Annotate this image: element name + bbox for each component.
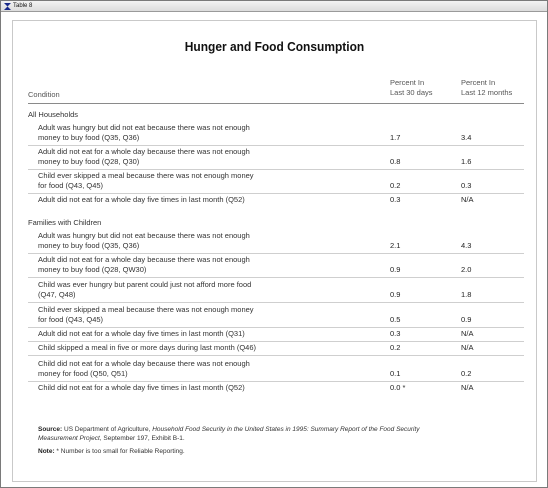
row-condition-line: money to buy food (Q28, QW30) [38, 265, 147, 274]
row-condition: Child was ever hungry but parent could j… [38, 280, 373, 300]
table-document: Hunger and Food Consumption Condition Pe… [12, 20, 537, 482]
value-12-months: 4.3 [461, 241, 472, 250]
window-title: Table 8 [13, 3, 33, 9]
row-condition: Adult was hungry but did not eat because… [38, 123, 373, 143]
row-condition: Child did not eat for a whole day becaus… [38, 359, 373, 379]
row-condition: Adult was hungry but did not eat because… [38, 231, 373, 251]
value-12-months: N/A [461, 343, 474, 352]
row-condition-line: Child did not eat for a whole day five t… [38, 383, 245, 392]
row-condition: Adult did not eat for a whole day five t… [38, 329, 373, 339]
value-12-months: 0.2 [461, 369, 472, 378]
row-condition-line: for food (Q43, Q45) [38, 315, 104, 324]
row-divider [28, 169, 524, 170]
source-prefix: US Department of Agriculture, [64, 426, 151, 433]
row-condition-line: Adult did not eat for a whole day five t… [38, 329, 245, 338]
column-header-12-months: Percent In Last 12 months [461, 78, 512, 98]
row-condition-line: Child was ever hungry but parent could j… [38, 280, 252, 289]
section-heading-families-with-children: Families with Children [28, 218, 102, 227]
title-bar[interactable]: Table 8 [1, 1, 547, 12]
column-header-30-days-line1: Percent In [390, 78, 425, 87]
value-12-months: 2.0 [461, 265, 472, 274]
row-condition: Child did not eat for a whole day five t… [38, 383, 373, 393]
row-condition-line: money to buy food (Q28, Q30) [38, 157, 140, 166]
row-condition: Child skipped a meal in five or more day… [38, 343, 373, 353]
row-divider [28, 327, 524, 328]
table-title: Hunger and Food Consumption [184, 39, 365, 54]
row-condition-line: Child skipped a meal in five or more day… [38, 343, 257, 352]
value-30-days: 0.2 [390, 343, 401, 352]
value-12-months: 1.8 [461, 290, 472, 299]
row-divider [28, 145, 524, 146]
row-condition-line: Adult did not eat for a whole day becaus… [38, 255, 250, 264]
row-divider [28, 302, 524, 303]
row-condition-line: for food (Q43, Q45) [38, 181, 104, 190]
value-12-months: N/A [461, 195, 474, 204]
value-12-months: N/A [461, 383, 474, 392]
row-condition: Adult did not eat for a whole day becaus… [38, 147, 373, 167]
source-title: Household Food Security in the United St… [38, 426, 420, 442]
row-condition: Adult did not eat for a whole day becaus… [38, 255, 373, 275]
value-30-days: 0.1 [390, 369, 401, 378]
column-header-12-months-line2: Last 12 months [461, 88, 513, 97]
note-label: Note: [38, 448, 55, 455]
header-divider [28, 103, 524, 104]
row-divider [28, 277, 524, 278]
source-label: Source: [38, 426, 63, 433]
row-condition-line: (Q47, Q48) [38, 290, 76, 299]
value-12-months: N/A [461, 329, 474, 338]
value-30-days: 0.3 [390, 329, 401, 338]
row-condition: Adult did not eat for a whole day five t… [38, 195, 373, 205]
section-heading-all-households: All Households [28, 110, 79, 119]
column-header-30-days: Percent In Last 30 days [390, 78, 433, 98]
row-divider [28, 193, 524, 194]
row-condition-line: Adult was hungry but did not eat because… [38, 123, 250, 132]
row-condition-line: Adult did not eat for a whole day five t… [38, 195, 245, 204]
app-icon [4, 3, 11, 10]
source-suffix: , September 197, Exhibit B-1. [99, 435, 185, 442]
row-condition-line: money to buy food (Q35, Q36) [38, 241, 140, 250]
row-divider [28, 253, 524, 254]
column-header-30-days-line2: Last 30 days [390, 88, 433, 97]
value-12-months: 0.3 [461, 181, 472, 190]
row-condition: Child ever skipped a meal because there … [38, 171, 373, 191]
row-condition-line: Child did not eat for a whole day becaus… [38, 359, 250, 368]
row-condition-line: money to buy food (Q35, Q36) [38, 133, 140, 142]
value-30-days: 0.5 [390, 315, 401, 324]
row-condition-line: Adult was hungry but did not eat because… [38, 231, 250, 240]
table-note: Note: * Number is too small for Reliable… [38, 447, 458, 456]
value-30-days: 1.7 [390, 133, 401, 142]
note-text: * Number is too small for Reliable Repor… [56, 448, 185, 455]
value-30-days: 0.0 * [390, 383, 406, 392]
value-12-months: 1.6 [461, 157, 472, 166]
row-divider [28, 381, 524, 382]
value-30-days: 0.9 [390, 265, 401, 274]
row-divider [28, 341, 524, 342]
value-12-months: 0.9 [461, 315, 472, 324]
value-30-days: 0.2 [390, 181, 401, 190]
column-header-condition: Condition [28, 90, 60, 99]
row-condition-line: Adult did not eat for a whole day becaus… [38, 147, 250, 156]
value-30-days: 0.3 [390, 195, 401, 204]
value-30-days: 0.8 [390, 157, 401, 166]
row-divider [28, 355, 524, 356]
value-30-days: 0.9 [390, 290, 401, 299]
value-12-months: 3.4 [461, 133, 472, 142]
column-header-12-months-line1: Percent In [461, 78, 496, 87]
row-condition: Child ever skipped a meal because there … [38, 305, 373, 325]
value-30-days: 2.1 [390, 241, 401, 250]
row-condition-line: Child ever skipped a meal because there … [38, 171, 254, 180]
row-condition-line: Child ever skipped a meal because there … [38, 305, 254, 314]
row-condition-line: money for food (Q50, Q51) [38, 369, 128, 378]
source-note: Source: US Department of Agriculture, Ho… [38, 425, 458, 443]
